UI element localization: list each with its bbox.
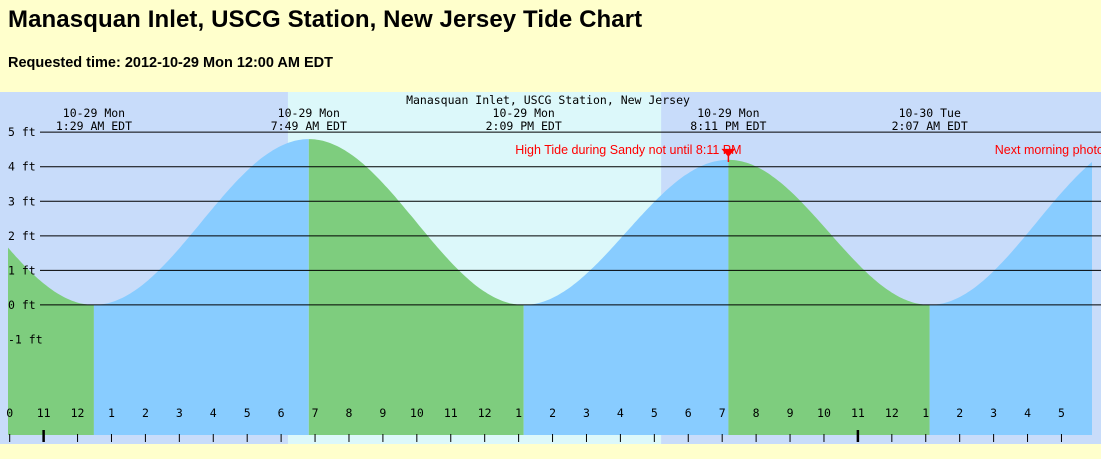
x-tick-label: 11 bbox=[851, 406, 865, 420]
y-tick-label: 3 ft bbox=[8, 194, 36, 208]
x-tick-label: 4 bbox=[617, 406, 624, 420]
x-tick-label: 4 bbox=[210, 406, 217, 420]
x-tick-label: 9 bbox=[379, 406, 386, 420]
x-tick-label: 10 bbox=[410, 406, 424, 420]
x-tick-label: 2 bbox=[142, 406, 149, 420]
annotation-arrow-head bbox=[721, 148, 736, 157]
grid-lines-front bbox=[40, 131, 1101, 306]
falling-tide-area-3 bbox=[308, 139, 524, 435]
x-tick-label: 4 bbox=[1024, 406, 1031, 420]
x-tick-label: 7 bbox=[719, 406, 726, 420]
extreme-date-label: 10-29 Mon bbox=[493, 106, 555, 120]
x-tick-label: 12 bbox=[71, 406, 85, 420]
x-tick-label: 6 bbox=[685, 406, 692, 420]
requested-time: Requested time: 2012-10-29 Mon 12:00 AM … bbox=[8, 55, 334, 71]
tide-chart: 5 ft4 ft3 ft2 ft1 ft0 ft-1 ft 0 11 12 1 2 3 4 5… bbox=[0, 92, 1101, 444]
extreme-time-label: 2:07 AM EDT bbox=[892, 119, 968, 133]
extreme-time-label: 2:09 PM EDT bbox=[486, 119, 562, 133]
x-tick-label: 9 bbox=[787, 406, 794, 420]
annotations: High Tide during Sandy not until 8:11 PM… bbox=[515, 143, 1101, 162]
extreme-time-label: 7:49 AM EDT bbox=[271, 119, 347, 133]
x-tick-label: 1 bbox=[922, 406, 929, 420]
x-tick-label: 8 bbox=[346, 406, 353, 420]
falling-tide-area-5 bbox=[728, 159, 930, 436]
y-tick-label: 2 ft bbox=[8, 229, 36, 243]
annotation-text: High Tide during Sandy not until 8:11 PM bbox=[515, 143, 741, 157]
x-axis-ticks: 0 11 12 1 2 3 4 5 6 7 8 9 10 11 12 1 2 3 4 5 6 7 8 9 10 11 12 1 2 3 4 5 bbox=[6, 406, 1065, 442]
falling-tide-area-1 bbox=[8, 247, 94, 435]
y-axis-labels: 5 ft 4 ft 3 ft 2 ft 1 ft 0 ft -1 ft bbox=[8, 125, 43, 346]
x-tick-label: 2 bbox=[549, 406, 556, 420]
annotation-text: Next morning photo 9:13 AM bbox=[995, 143, 1101, 157]
x-tick-label: 0 bbox=[6, 406, 13, 420]
x-tick-label: 12 bbox=[478, 406, 492, 420]
x-tick-label: 7 bbox=[312, 406, 319, 420]
page-title: Manasquan Inlet, USCG Station, New Jerse… bbox=[8, 6, 643, 33]
y-tick-label: 5 ft bbox=[8, 125, 36, 139]
extreme-date-label: 10-29 Mon bbox=[278, 106, 340, 120]
extreme-time-label: 8:11 PM EDT bbox=[690, 119, 766, 133]
x-tick-label: 11 bbox=[37, 406, 51, 420]
extreme-date-label: 10-29 Mon bbox=[697, 106, 759, 120]
extreme-date-label: 10-30 Tue bbox=[899, 106, 961, 120]
tide-areas bbox=[8, 139, 1092, 436]
x-tick-label: 10 bbox=[817, 406, 831, 420]
y-tick-label: -1 ft bbox=[8, 332, 43, 346]
y-tick-label: 4 ft bbox=[8, 160, 36, 174]
rising-tide-area-6 bbox=[929, 162, 1092, 435]
x-tick-label: 1 bbox=[515, 406, 522, 420]
x-tick-label: 8 bbox=[753, 406, 760, 420]
y-tick-label: 1 ft bbox=[8, 263, 36, 277]
x-tick-label: 1 bbox=[108, 406, 115, 420]
x-tick-label: 5 bbox=[1058, 406, 1065, 420]
x-tick-label: 3 bbox=[990, 406, 997, 420]
x-tick-label: 3 bbox=[583, 406, 590, 420]
x-tick-label: 12 bbox=[885, 406, 899, 420]
x-tick-label: 11 bbox=[444, 406, 458, 420]
extreme-time-label: 1:29 AM EDT bbox=[56, 119, 132, 133]
x-tick-label: 3 bbox=[176, 406, 183, 420]
x-tick-label: 2 bbox=[956, 406, 963, 420]
chart-title: Manasquan Inlet, USCG Station, New Jerse… bbox=[406, 93, 690, 107]
rising-tide-area-4 bbox=[523, 159, 729, 436]
rising-tide-area-2 bbox=[93, 139, 309, 435]
x-tick-label: 5 bbox=[651, 406, 658, 420]
x-tick-label: 5 bbox=[244, 406, 251, 420]
extreme-date-label: 10-29 Mon bbox=[63, 106, 125, 120]
x-tick-label: 6 bbox=[278, 406, 285, 420]
y-tick-label: 0 ft bbox=[8, 298, 36, 312]
